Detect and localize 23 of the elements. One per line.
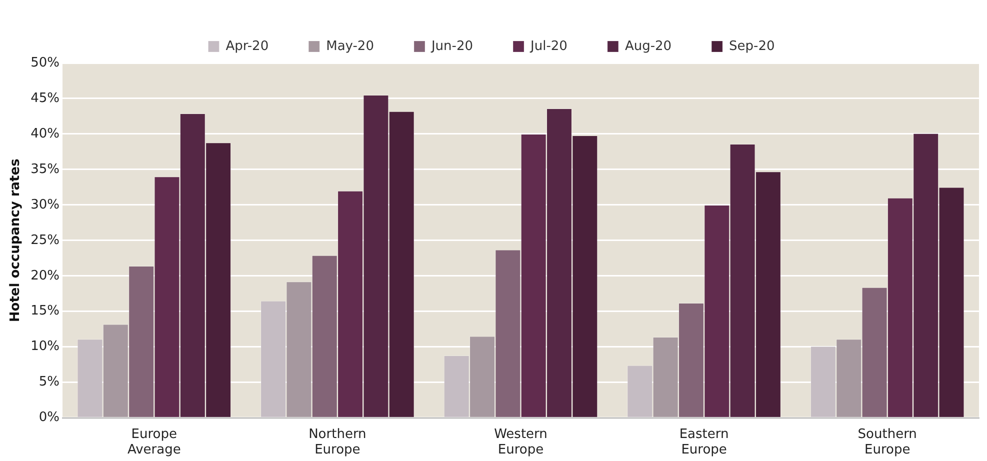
legend-label: Sep-20 (729, 38, 775, 54)
x-tick-label: Europe Average (127, 426, 181, 458)
legend-label: Apr-20 (226, 38, 269, 54)
y-tick-label: 35% (30, 162, 60, 177)
legend-label: Jun-20 (430, 38, 474, 54)
x-tick-label: Western Europe (494, 426, 548, 458)
y-tick-label: 30% (30, 197, 60, 212)
y-tick-label: 50% (30, 55, 60, 70)
y-tick-label: 10% (30, 339, 60, 354)
y-tick-label: 5% (38, 374, 60, 390)
x-tick-label: Northern Europe (308, 426, 366, 458)
y-axis-title: Hotel occupancy rates (8, 158, 24, 322)
y-tick-label: 20% (30, 268, 60, 284)
y-tick-label: 25% (30, 232, 60, 248)
y-tick-label: 15% (30, 304, 60, 319)
x-tick-label: Eastern Europe (679, 426, 729, 458)
legend-label: Aug-20 (624, 38, 672, 54)
y-tick-label: 0% (38, 410, 60, 426)
legend-label: Jul-20 (530, 38, 568, 54)
y-tick-label: 45% (30, 90, 60, 106)
legend-label: May-20 (326, 38, 374, 54)
x-tick-label: Southern Europe (858, 426, 917, 458)
y-tick-label: 40% (30, 126, 60, 142)
